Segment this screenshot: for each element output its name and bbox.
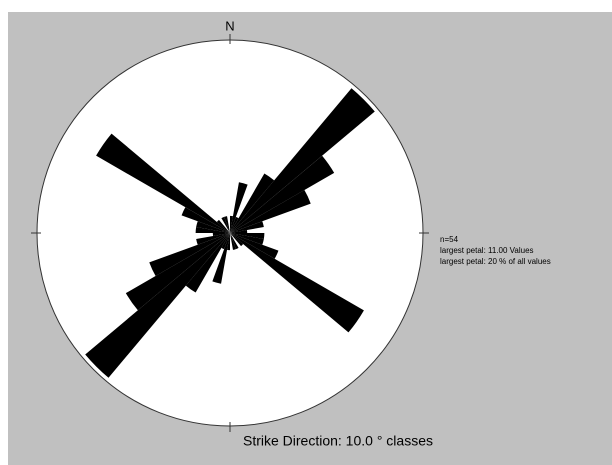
petal — [195, 227, 265, 239]
petal — [96, 133, 364, 333]
petal — [196, 221, 264, 245]
petal — [212, 182, 248, 284]
x-axis-label: Strike Direction: 10.0 ° classes — [243, 433, 433, 449]
petal — [221, 216, 239, 250]
petal — [224, 216, 236, 250]
petal — [196, 221, 264, 245]
annotation: n=54 — [440, 235, 459, 244]
annotation: largest petal: 20 % of all values — [440, 257, 551, 266]
north-label: N — [225, 18, 234, 33]
petal — [221, 216, 239, 250]
petal — [227, 215, 233, 251]
annotation: largest petal: 11.00 Values — [440, 246, 534, 255]
petal — [216, 219, 244, 247]
